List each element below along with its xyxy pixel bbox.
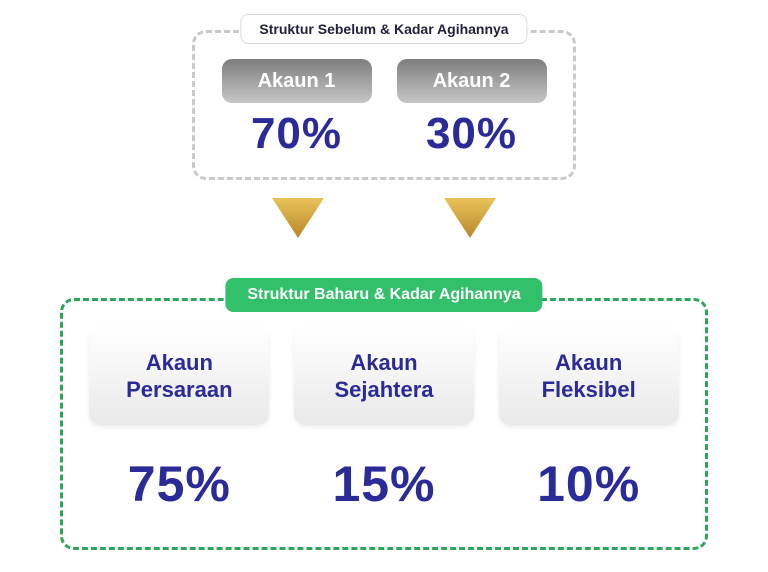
old-account-badge: Akaun 2 [397, 59, 547, 103]
new-account-col: Akaun Persaraan 75% [84, 327, 274, 535]
old-structure-box: Akaun 1 70% Akaun 2 30% [192, 30, 576, 180]
new-account-card: Akaun Sejahtera [294, 327, 474, 425]
old-account-value: 70% [251, 109, 342, 159]
new-account-col: Akaun Fleksibel 10% [494, 327, 684, 535]
new-account-card: Akaun Fleksibel [499, 327, 679, 425]
old-account-value: 30% [426, 109, 517, 159]
new-account-col: Akaun Sejahtera 15% [289, 327, 479, 535]
new-structure-box: Akaun Persaraan 75% Akaun Sejahtera 15% … [60, 298, 708, 550]
new-account-card: Akaun Persaraan [89, 327, 269, 425]
old-account-col: Akaun 1 70% [217, 55, 377, 159]
new-account-value: 10% [537, 455, 640, 513]
old-account-badge: Akaun 1 [222, 59, 372, 103]
old-account-col: Akaun 2 30% [392, 55, 552, 159]
new-account-value: 15% [332, 455, 435, 513]
old-structure-title: Struktur Sebelum & Kadar Agihannya [240, 14, 527, 44]
new-structure-title: Struktur Baharu & Kadar Agihannya [225, 278, 542, 312]
new-account-value: 75% [128, 455, 231, 513]
